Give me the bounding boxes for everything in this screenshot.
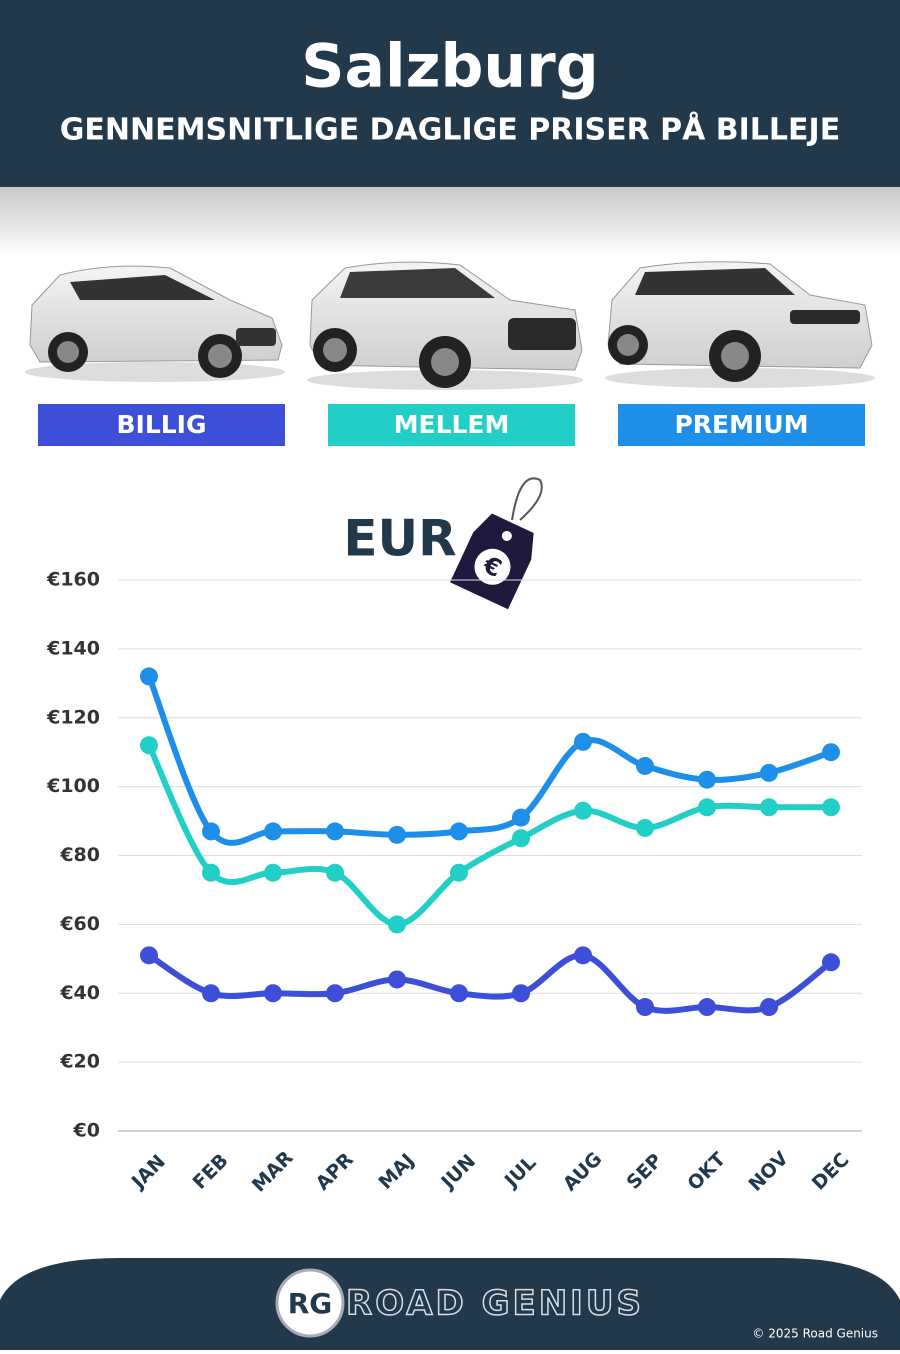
y-tick-label: €100 xyxy=(46,775,100,797)
data-point xyxy=(760,798,778,817)
car-small xyxy=(25,265,285,382)
data-point xyxy=(512,808,530,827)
x-tick-label: MAJ xyxy=(374,1149,418,1193)
data-point xyxy=(636,818,654,837)
series-line xyxy=(146,952,834,1014)
header-band xyxy=(0,0,900,187)
data-point xyxy=(388,825,406,844)
data-point xyxy=(822,798,840,817)
y-tick-label: €120 xyxy=(46,706,100,728)
footer-band xyxy=(0,1258,900,1350)
data-point xyxy=(202,984,220,1003)
data-point xyxy=(512,984,530,1003)
car-medium xyxy=(307,261,583,390)
legend-label: BILLIG xyxy=(116,410,206,439)
data-point xyxy=(140,736,158,755)
data-point xyxy=(326,984,344,1003)
data-point xyxy=(698,798,716,817)
logo-text: RG xyxy=(288,1287,333,1320)
data-point xyxy=(636,756,654,775)
x-tick-label: APR xyxy=(312,1148,358,1194)
data-point xyxy=(574,946,592,965)
y-tick-label: €0 xyxy=(73,1120,100,1142)
legend-swatch xyxy=(618,404,865,446)
data-point xyxy=(760,998,778,1017)
data-point xyxy=(636,998,654,1017)
data-point xyxy=(388,970,406,989)
data-point xyxy=(388,915,406,934)
x-tick-label: FEB xyxy=(189,1150,233,1194)
legend-label: MELLEM xyxy=(394,410,510,439)
y-tick-label: €20 xyxy=(59,1051,100,1073)
data-point xyxy=(264,863,282,882)
data-point xyxy=(202,863,220,882)
price-tag: € xyxy=(449,477,543,610)
data-point xyxy=(140,667,158,686)
data-point xyxy=(264,984,282,1003)
data-point xyxy=(450,822,468,841)
data-point xyxy=(698,770,716,789)
y-tick-label: €80 xyxy=(59,844,100,866)
header-shadow xyxy=(0,187,900,257)
data-point xyxy=(574,732,592,751)
legend-swatch xyxy=(38,404,285,446)
plot: €0 €20 €40 €60 €80 €100 €120 €140 €160 JAN FEB MAR A… xyxy=(46,569,862,1197)
y-tick-label: €140 xyxy=(46,637,100,659)
data-point xyxy=(264,822,282,841)
x-tick-label: JUN xyxy=(436,1150,480,1194)
legend-swatch xyxy=(328,404,575,446)
data-point xyxy=(822,743,840,762)
copyright: © 2025 Road Genius xyxy=(752,1327,878,1341)
currency-label: EUR xyxy=(343,510,456,568)
data-point xyxy=(450,863,468,882)
x-tick-label: JUL xyxy=(499,1152,540,1193)
x-tick-label: NOV xyxy=(745,1147,793,1195)
legend-label: PREMIUM xyxy=(674,410,808,439)
data-point xyxy=(202,822,220,841)
x-tick-label: MAR xyxy=(248,1147,298,1197)
title: Salzburg xyxy=(301,32,598,102)
brand-name: ROAD GENIUS xyxy=(346,1284,644,1324)
x-tick-label: DEC xyxy=(808,1149,854,1195)
data-point xyxy=(760,763,778,782)
data-point xyxy=(512,829,530,848)
y-tick-label: €60 xyxy=(59,913,100,935)
data-point xyxy=(822,953,840,972)
car-premium xyxy=(605,261,875,388)
data-point xyxy=(140,946,158,965)
subtitle: GENNEMSNITLIGE DAGLIGE PRISER PÅ BILLEJE xyxy=(60,111,840,148)
y-tick-label: €160 xyxy=(46,569,100,591)
data-point xyxy=(698,998,716,1017)
data-point xyxy=(326,822,344,841)
data-point xyxy=(326,863,344,882)
logo-circle xyxy=(275,1268,345,1338)
data-point xyxy=(574,801,592,820)
series-line xyxy=(146,673,834,846)
x-tick-label: OKT xyxy=(683,1148,730,1195)
legend: BILLIG MELLEM PREMIUM xyxy=(38,404,865,446)
x-tick-label: AUG xyxy=(559,1148,606,1195)
data-point xyxy=(450,984,468,1003)
x-tick-label: SEP xyxy=(623,1149,667,1193)
y-tick-label: €40 xyxy=(59,982,100,1004)
x-tick-label: JAN xyxy=(126,1151,170,1195)
